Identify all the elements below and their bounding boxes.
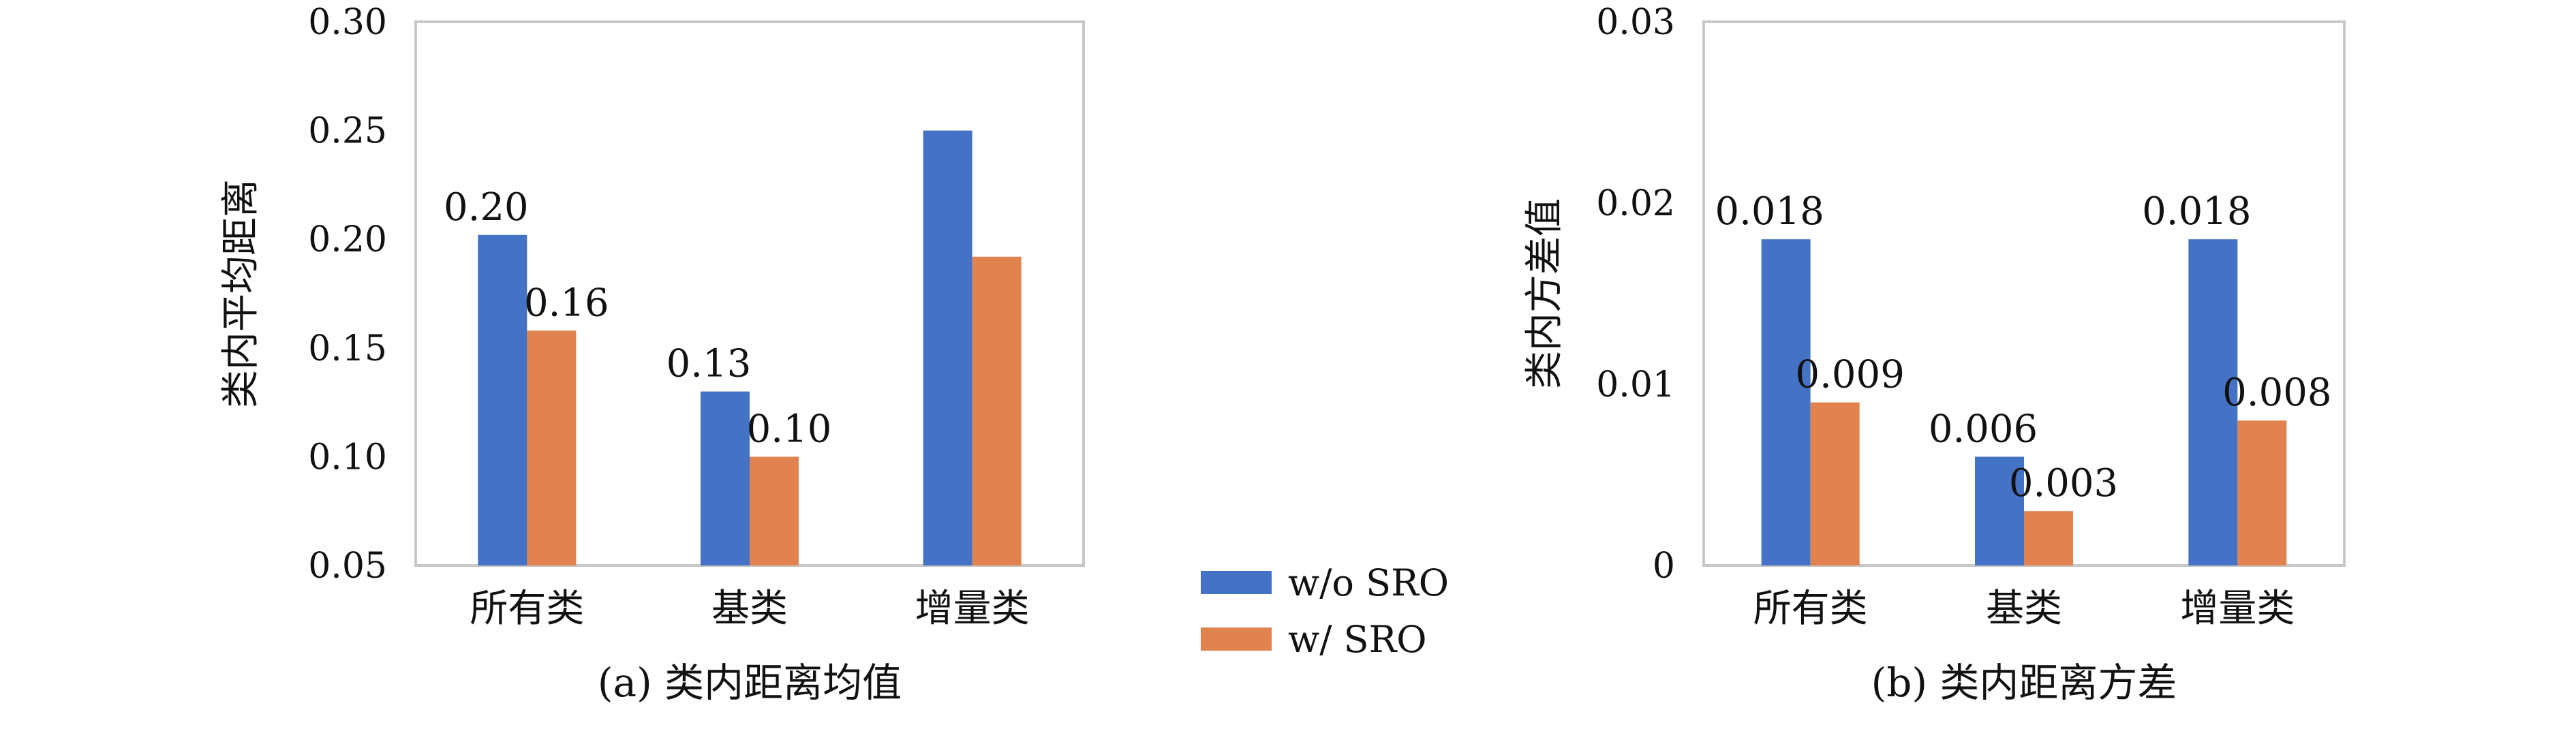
legend: w/o SRO w/ SRO [1201,561,1449,661]
b-ytick-label: 0.03 [1596,2,1675,43]
legend-label-wo-sro: w/o SRO [1288,561,1449,604]
b-bar-wo-sro [1975,456,2024,565]
a-bar-wo-sro [923,130,972,566]
a-data-label: 0.16 [524,281,609,325]
b-bar-wo-sro [2188,239,2238,565]
a-ytick-label: 0.20 [308,219,387,260]
a-ylabel: 类内平均距离 [219,179,263,408]
b-data-label: 0.018 [2142,189,2251,234]
a-data-label: 0.10 [747,407,832,451]
b-category-label: 增量类 [2180,587,2295,631]
b-data-label: 0.006 [1929,407,2038,451]
a-data-label: 0.20 [444,185,529,230]
b-ytick-label: 0.02 [1596,183,1675,224]
a-caption: (a) 类内距离均值 [598,660,902,706]
a-ytick-label: 0.15 [308,328,387,369]
b-data-label: 0.009 [1796,353,1905,397]
legend-label-w-sro: w/ SRO [1288,618,1427,661]
b-data-label: 0.008 [2222,371,2331,415]
b-category-label: 基类 [1986,587,2062,631]
chart-a-class-mean-distance: 0.05 0.10 0.15 0.20 0.25 0.30 类内平均距离 0.20 0.16 所有… [219,2,1085,706]
a-category-label: 所有类 [470,587,584,631]
b-data-label: 0.018 [1715,189,1824,234]
b-ytick-label: 0 [1653,546,1675,587]
a-category-label: 增量类 [915,587,1030,631]
a-bar-wo-sro [701,391,750,565]
b-bar-w-sro [1810,402,1860,565]
a-ytick-label: 0.25 [308,111,387,152]
a-bar-w-sro [750,456,799,565]
a-ytick-label: 0.30 [308,2,387,43]
b-category-label: 所有类 [1753,587,1868,631]
b-bar-wo-sro [1761,239,1811,565]
b-bar-w-sro [2024,511,2073,565]
a-bar-wo-sro [478,234,527,565]
a-bar-w-sro [527,330,577,565]
b-data-label: 0.003 [2009,461,2118,506]
a-data-label: 0.13 [666,342,752,386]
legend-swatch-w-sro [1201,627,1272,651]
b-ytick-label: 0.01 [1596,364,1675,405]
b-bar-w-sro [2237,420,2287,565]
legend-swatch-wo-sro [1201,571,1272,594]
chart-b-class-distance-variance: 0 0.01 0.02 0.03 类内方差值 0.018 0.009 所有类 0.006 0.00… [1522,2,2346,706]
a-category-label: 基类 [711,587,788,631]
a-ytick-label: 0.10 [308,437,387,478]
b-caption: (b) 类内距离方差 [1871,660,2177,706]
b-ylabel: 类内方差值 [1522,198,1567,389]
a-bar-w-sro [972,256,1022,565]
a-ytick-label: 0.05 [308,546,387,587]
